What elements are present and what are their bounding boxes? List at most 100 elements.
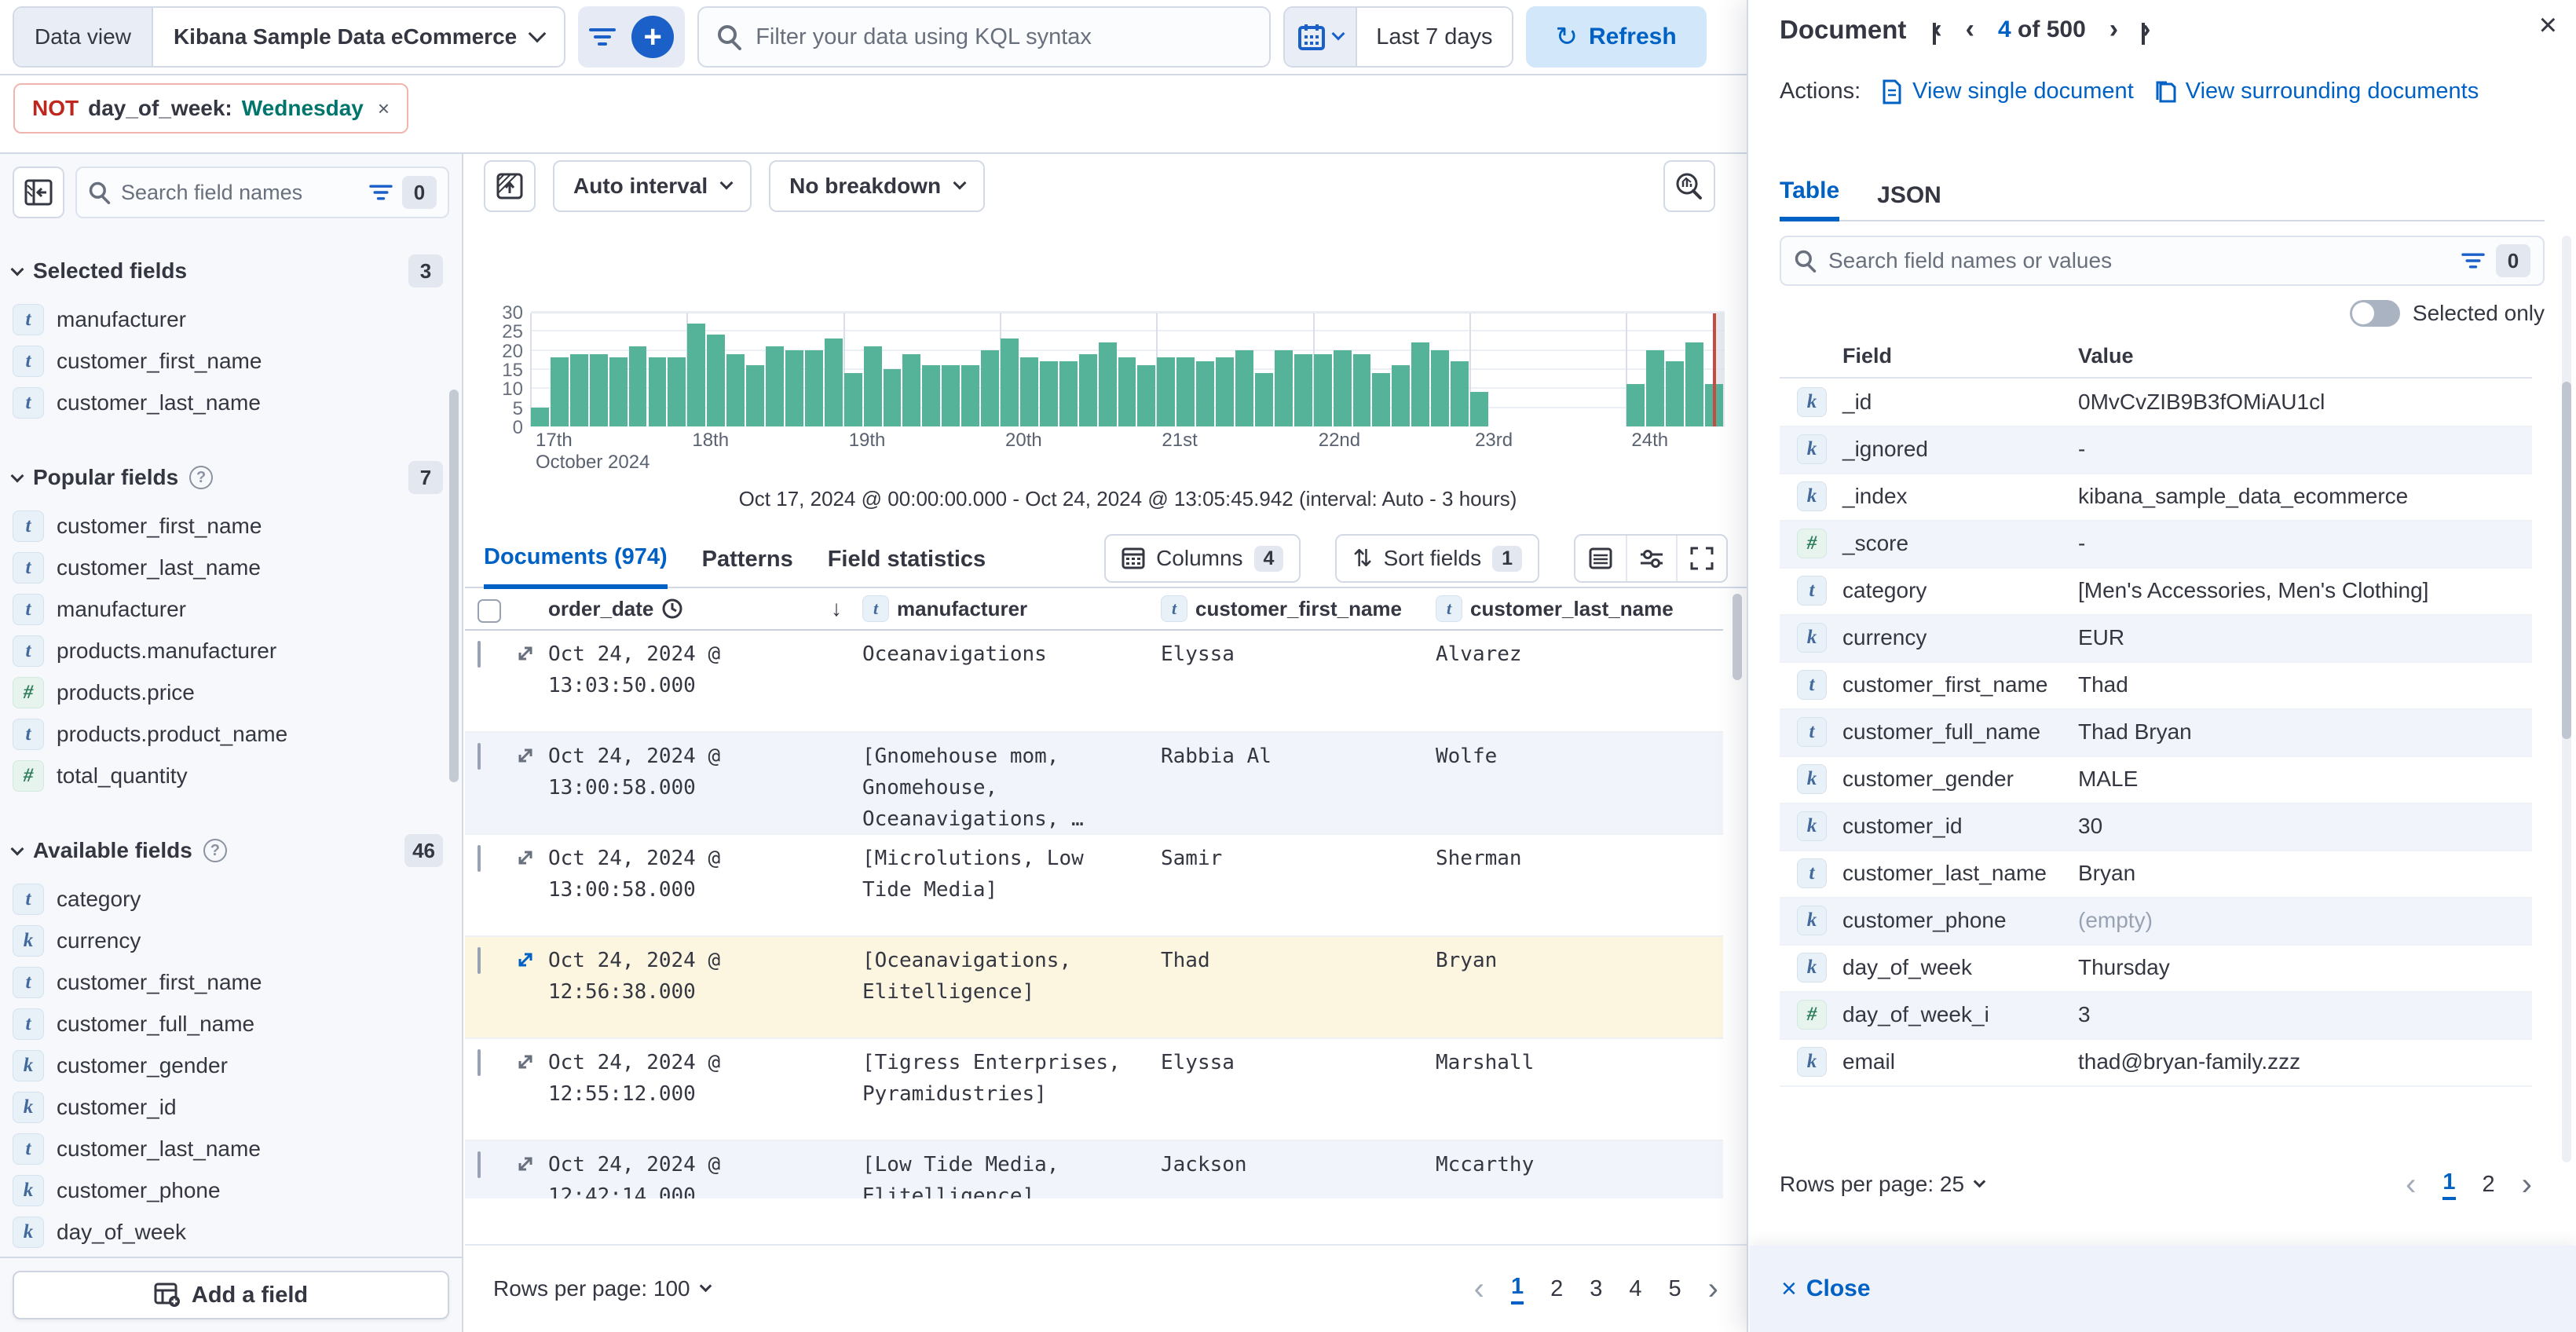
next-document-icon[interactable]: › — [2109, 14, 2119, 44]
table-row[interactable]: Oct 24, 2024 @ 13:00:58.000 [Microlutions… — [465, 835, 1723, 937]
flyout-field-row-_score[interactable]: # _score - — [1780, 521, 2532, 569]
columns-button[interactable]: Columns 4 — [1104, 534, 1301, 583]
flyout-field-row-_id[interactable]: k _id 0MvCvZIB9B3fOMiAU1cl — [1780, 380, 2532, 427]
tab-documents[interactable]: Documents (974) — [484, 544, 668, 589]
sidebar-field-customer_last_name[interactable]: t customer_last_name — [13, 1128, 443, 1169]
sort-descending-icon[interactable]: ↓ — [831, 596, 842, 620]
table-row[interactable]: Oct 24, 2024 @ 12:55:12.000 [Tigress Ente… — [465, 1039, 1723, 1141]
flyout-field-row-email[interactable]: k email thad@bryan-family.zzz — [1780, 1040, 2532, 1087]
page-3-button[interactable]: 3 — [1590, 1275, 1603, 1301]
flyout-scrollbar[interactable] — [2562, 382, 2571, 739]
row-checkbox[interactable] — [478, 845, 481, 872]
flyout-field-row-customer_last_name[interactable]: t customer_last_name Bryan — [1780, 851, 2532, 898]
histogram-chart[interactable]: 0 5 10 15 20 25 30 17th 18th 19th 20th 21st 22nd 23r… — [502, 302, 1725, 473]
grid-settings-button[interactable] — [1626, 536, 1676, 581]
sidebar-field-products.product_name[interactable]: t products.product_name — [13, 713, 443, 755]
flyout-rows-per-page-dropdown[interactable]: Rows per page: 25 — [1780, 1172, 1986, 1197]
explore-in-lens-button[interactable] — [1663, 160, 1715, 212]
expand-row-button[interactable] — [514, 1050, 548, 1140]
section-header-popular-fields[interactable]: Popular fields? 7 — [10, 461, 443, 494]
table-row[interactable]: Oct 24, 2024 @ 12:42:14.000 [Low Tide Med… — [465, 1141, 1723, 1198]
close-flyout-icon[interactable]: × — [2538, 8, 2557, 42]
flyout-field-row-customer_first_name[interactable]: t customer_first_name Thad — [1780, 663, 2532, 710]
flyout-field-row-_index[interactable]: k _index kibana_sample_data_ecommerce — [1780, 474, 2532, 521]
column-header-customer-first-name[interactable]: t customer_first_name — [1161, 595, 1436, 622]
flyout-field-row-day_of_week_i[interactable]: # day_of_week_i 3 — [1780, 993, 2532, 1040]
previous-page-icon[interactable]: ‹ — [1473, 1272, 1484, 1306]
sidebar-field-customer_phone[interactable]: k customer_phone — [13, 1169, 443, 1211]
expand-row-button[interactable] — [514, 642, 548, 731]
flyout-field-row-customer_id[interactable]: k customer_id 30 — [1780, 804, 2532, 851]
collapse-sidebar-button[interactable] — [13, 166, 64, 218]
sidebar-field-customer_full_name[interactable]: t customer_full_name — [13, 1003, 443, 1045]
table-row[interactable]: Oct 24, 2024 @ 12:56:38.000 [Oceanavigati… — [465, 937, 1723, 1039]
chart-options-button[interactable] — [484, 160, 536, 212]
tab-field-statistics[interactable]: Field statistics — [827, 546, 986, 572]
sidebar-field-customer_first_name[interactable]: t customer_first_name — [13, 961, 443, 1003]
rows-per-page-dropdown[interactable]: Rows per page: 100 — [493, 1276, 712, 1301]
page-5-button[interactable]: 5 — [1668, 1275, 1681, 1301]
next-page-icon[interactable]: › — [2521, 1167, 2532, 1202]
expand-row-button[interactable] — [514, 1152, 548, 1198]
flyout-filter-icon[interactable] — [2461, 251, 2485, 271]
section-header-selected-fields[interactable]: Selected fields 3 — [10, 254, 443, 287]
field-search-input[interactable]: Search field names 0 — [75, 166, 449, 218]
sidebar-field-products.price[interactable]: # products.price — [13, 671, 443, 713]
row-checkbox[interactable] — [478, 947, 481, 974]
previous-document-icon[interactable]: ‹ — [1965, 14, 1974, 44]
view-surrounding-documents-link[interactable]: View surrounding documents — [2154, 79, 2479, 104]
column-header-manufacturer[interactable]: t manufacturer — [862, 595, 1161, 622]
page-2-button[interactable]: 2 — [2482, 1171, 2495, 1197]
page-1-button[interactable]: 1 — [2442, 1169, 2456, 1200]
row-checkbox[interactable] — [478, 1049, 481, 1076]
add-field-button[interactable]: Add a field — [13, 1271, 449, 1319]
time-range-value[interactable]: Last 7 days — [1357, 8, 1512, 66]
interval-dropdown[interactable]: Auto interval — [553, 160, 752, 212]
sidebar-field-category[interactable]: t category — [13, 878, 443, 920]
fullscreen-button[interactable] — [1676, 536, 1726, 581]
sidebar-field-customer_first_name[interactable]: t customer_first_name — [13, 505, 443, 547]
flyout-tab-json[interactable]: JSON — [1877, 182, 1941, 208]
data-view-picker[interactable]: Data view Kibana Sample Data eCommerce — [13, 6, 566, 68]
filter-pill-not-day-of-week[interactable]: NOT day_of_week: Wednesday × — [13, 83, 409, 134]
flyout-search-input[interactable]: Search field names or values 0 — [1780, 236, 2545, 286]
field-list-scroll-area[interactable]: Selected fields 3 t manufacturer t customer_f… — [0, 226, 462, 1257]
first-document-icon[interactable]: ‹ — [1933, 14, 1942, 45]
sidebar-field-customer_gender[interactable]: k customer_gender — [13, 1045, 443, 1086]
sidebar-field-products.manufacturer[interactable]: t products.manufacturer — [13, 630, 443, 671]
last-document-icon[interactable]: › — [2142, 14, 2151, 45]
page-2-button[interactable]: 2 — [1550, 1275, 1564, 1301]
expand-row-button[interactable] — [514, 948, 548, 1037]
flyout-field-row-customer_gender[interactable]: k customer_gender MALE — [1780, 757, 2532, 804]
sidebar-field-customer_first_name[interactable]: t customer_first_name — [13, 340, 443, 382]
table-row[interactable]: Oct 24, 2024 @ 13:00:58.000 [Gnomehouse m… — [465, 733, 1723, 835]
flyout-field-row-currency[interactable]: k currency EUR — [1780, 616, 2532, 663]
sidebar-field-manufacturer[interactable]: t manufacturer — [13, 298, 443, 340]
flyout-field-row-_ignored[interactable]: k _ignored - — [1780, 427, 2532, 474]
table-scrollbar[interactable] — [1733, 594, 1742, 680]
filter-icon[interactable] — [589, 25, 617, 49]
row-checkbox[interactable] — [478, 1151, 481, 1178]
selected-only-toggle[interactable] — [2349, 300, 2400, 327]
view-single-document-link[interactable]: View single document — [1881, 79, 2134, 104]
sort-fields-button[interactable]: ⇅ Sort fields 1 — [1335, 534, 1539, 583]
row-checkbox[interactable] — [478, 641, 481, 668]
sidebar-field-manufacturer[interactable]: t manufacturer — [13, 588, 443, 630]
select-all-checkbox[interactable] — [478, 599, 501, 623]
histogram-bars[interactable] — [531, 313, 1725, 426]
time-range-picker[interactable]: Last 7 days — [1283, 6, 1513, 68]
flyout-field-row-category[interactable]: t category [Men's Accessories, Men's Cloth… — [1780, 569, 2532, 616]
next-page-icon[interactable]: › — [1707, 1272, 1718, 1306]
page-1-button[interactable]: 1 — [1510, 1274, 1524, 1305]
sidebar-field-day_of_week_i[interactable]: #day_of_week_i — [13, 1253, 443, 1257]
field-filter-icon[interactable] — [369, 182, 393, 203]
flyout-tab-table[interactable]: Table — [1780, 177, 1840, 221]
sidebar-field-customer_last_name[interactable]: t customer_last_name — [13, 382, 443, 423]
page-4-button[interactable]: 4 — [1629, 1275, 1642, 1301]
remove-filter-icon[interactable]: × — [377, 96, 390, 120]
sidebar-field-customer_last_name[interactable]: t customer_last_name — [13, 547, 443, 588]
flyout-field-row-day_of_week[interactable]: k day_of_week Thursday — [1780, 946, 2532, 993]
breakdown-dropdown[interactable]: No breakdown — [769, 160, 986, 212]
expand-row-button[interactable] — [514, 846, 548, 935]
close-flyout-button[interactable]: × Close — [1781, 1273, 1871, 1304]
